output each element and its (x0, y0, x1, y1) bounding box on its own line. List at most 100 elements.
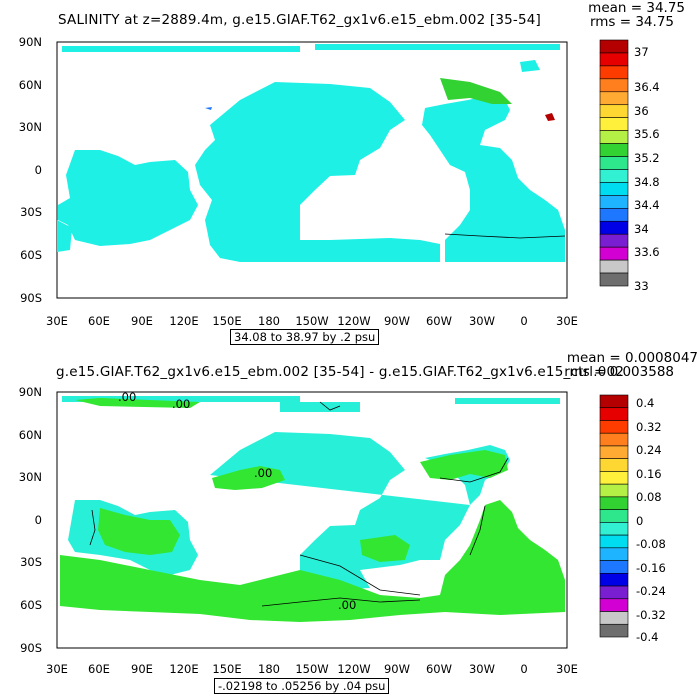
top-colorbar-label: 33.6 (634, 245, 660, 259)
bottom-colorbar-label: 0.16 (636, 467, 662, 481)
colorbar-swatch (599, 394, 629, 409)
bottom-colorbar-label: -0.4 (636, 630, 659, 644)
top-xtick: 0 (520, 314, 528, 328)
bottom-xtick: 150E (212, 662, 242, 676)
bottom-xtick: 60W (425, 662, 452, 676)
colorbar-swatch (599, 611, 629, 625)
bottom-range-label: -.02198 to .05256 by .04 psu (214, 678, 390, 694)
colorbar-swatch (599, 483, 629, 498)
colorbar-swatch (599, 598, 629, 612)
bottom-ytick: 30S (20, 555, 42, 569)
top-xtick: 30E (556, 314, 578, 328)
top-ytick: 60N (18, 78, 42, 92)
bottom-colorbar-label: 0.4 (636, 396, 655, 410)
bottom-xtick: 180 (258, 662, 280, 676)
top-map (56, 41, 568, 299)
bottom-ytick: 90S (20, 641, 42, 655)
colorbar-swatch (599, 471, 629, 485)
bottom-xtick: 90W (383, 662, 410, 676)
bottom-colorbar-label: 0.24 (636, 443, 662, 457)
colorbar-swatch (599, 432, 629, 447)
colorbar-swatch (599, 623, 629, 638)
colorbar-swatch (599, 458, 629, 472)
top-xtick: 90W (383, 314, 410, 328)
bottom-colorbar-swatches (599, 394, 629, 638)
bottom-ytick: 60S (20, 598, 42, 612)
colorbar-swatch (599, 509, 629, 523)
top-colorbar (599, 39, 629, 287)
bottom-colorbar-label: 0 (636, 514, 644, 528)
bottom-xtick: 120E (169, 662, 199, 676)
top-xtick: 60W (425, 314, 452, 328)
bottom-xtick: 150W (295, 662, 329, 676)
bottom-contour-label: .00 (118, 390, 137, 404)
colorbar-swatch (599, 496, 629, 510)
bottom-ytick: 30N (18, 470, 42, 484)
colorbar-swatch (599, 547, 629, 561)
colorbar-swatch (599, 560, 629, 574)
top-colorbar-label: 37 (634, 45, 649, 59)
top-xtick: 150E (212, 314, 242, 328)
top-xtick: 180 (258, 314, 280, 328)
bottom-mean: mean = 0.0008047 (566, 350, 698, 366)
bottom-ytick: 0 (34, 513, 42, 527)
colorbar-swatch (599, 534, 629, 549)
bottom-colorbar-label: -0.08 (636, 537, 666, 551)
colorbar-swatch (599, 585, 629, 600)
top-colorbar-label: 33 (634, 279, 649, 293)
top-mean: mean = 34.75 (588, 0, 685, 16)
top-colorbar-label: 35.6 (634, 127, 660, 141)
colorbar-swatch (599, 272, 629, 287)
top-ytick: 30N (18, 120, 42, 134)
top-colorbar-label: 36 (634, 104, 649, 118)
top-colorbar-label: 34.4 (634, 198, 660, 212)
bottom-colorbar-label: 0.32 (636, 420, 662, 434)
top-xtick: 150W (295, 314, 329, 328)
bottom-xtick: 120W (337, 662, 371, 676)
bottom-xtick: 90E (131, 662, 153, 676)
bottom-colorbar-label: -0.32 (636, 608, 666, 622)
bottom-colorbar-label: -0.16 (636, 561, 666, 575)
top-ytick: 30S (20, 205, 42, 219)
top-colorbar-swatches (599, 39, 629, 287)
bottom-rms: rms = 0.003588 (564, 364, 674, 380)
colorbar-swatch (599, 420, 629, 434)
bottom-ocean-green (60, 398, 565, 622)
top-xtick: 120E (169, 314, 199, 328)
bottom-colorbar-label: -0.24 (636, 584, 666, 598)
bottom-colorbar (599, 394, 629, 638)
top-title: SALINITY at z=2889.4m, g.e15.GIAF.T62_gx… (58, 12, 542, 28)
bottom-xtick: 60E (88, 662, 110, 676)
bottom-xtick: 30E (556, 662, 578, 676)
bottom-contour-label: .00 (254, 466, 273, 480)
bottom-title: g.e15.GIAF.T62_gx1v6.e15_ebm.002 [35-54]… (56, 364, 625, 380)
top-xtick: 120W (337, 314, 371, 328)
colorbar-swatch (599, 522, 629, 536)
top-ytick: 0 (34, 163, 42, 177)
colorbar-swatch (599, 407, 629, 421)
top-xtick: 90E (131, 314, 153, 328)
top-rms: rms = 34.75 (589, 14, 674, 30)
colorbar-swatch (599, 573, 629, 587)
top-xtick: 30E (46, 314, 68, 328)
top-colorbar-label: 35.2 (634, 151, 660, 165)
top-colorbar-label: 36.4 (634, 80, 660, 94)
bottom-ytick: 90N (18, 385, 42, 399)
top-ytick: 60S (20, 248, 42, 262)
bottom-xtick: 30E (46, 662, 68, 676)
bottom-xtick: 0 (520, 662, 528, 676)
bottom-contour-label: .00 (338, 598, 357, 612)
colorbar-swatch (599, 445, 629, 459)
top-xtick: 30W (468, 314, 495, 328)
top-colorbar-label: 34 (634, 222, 649, 236)
top-ytick: 90S (20, 291, 42, 305)
top-colorbar-label: 34.8 (634, 175, 660, 189)
top-range-label: 34.08 to 38.97 by .2 psu (230, 329, 380, 345)
bottom-ytick: 60N (18, 428, 42, 442)
top-xtick: 60E (88, 314, 110, 328)
bottom-contour-label: .00 (172, 397, 191, 411)
top-ytick: 90N (18, 35, 42, 49)
top-ocean (57, 44, 565, 262)
bottom-xtick: 30W (468, 662, 495, 676)
